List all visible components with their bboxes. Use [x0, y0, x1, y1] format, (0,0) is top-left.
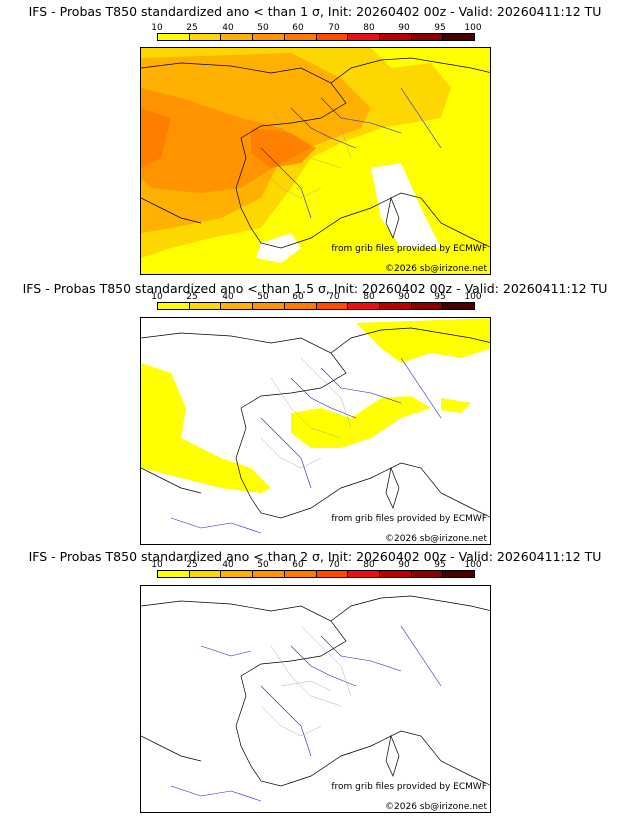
scale-label: 10	[151, 23, 163, 33]
scale-label: 40	[222, 560, 234, 570]
scale-swatch	[411, 303, 444, 309]
scale-label: 100	[464, 292, 482, 302]
scale-swatch	[443, 571, 475, 577]
map-graphic-2	[141, 318, 490, 534]
scale-label: 60	[292, 560, 304, 570]
map-panel-1: from grib files provided by ECMWF ©2026 …	[140, 47, 491, 275]
credit-source-1: from grib files provided by ECMWF	[331, 244, 487, 254]
scale-label: 70	[328, 560, 340, 570]
scale-swatch	[316, 34, 349, 40]
scale-label: 25	[186, 560, 198, 570]
scale-swatch	[221, 571, 254, 577]
scale-swatch	[189, 303, 222, 309]
scale-label: 70	[328, 292, 340, 302]
scale-bar	[157, 33, 475, 41]
scale-labels: 10 25 40 50 60 70 80 90 95 100	[151, 560, 481, 570]
scale-label: 70	[328, 23, 340, 33]
credit-source-3: from grib files provided by ECMWF	[331, 782, 487, 792]
scale-label: 80	[363, 292, 375, 302]
scale-label: 100	[464, 23, 482, 33]
color-scale-1: 10 25 40 50 60 70 80 90 95 100	[151, 23, 482, 41]
scale-label: 10	[151, 292, 163, 302]
scale-swatch	[158, 303, 190, 309]
map-title-2: IFS - Probas T850 standardized ano < tha…	[22, 281, 608, 296]
scale-swatch	[379, 303, 412, 309]
scale-label: 80	[363, 23, 375, 33]
scale-swatch	[443, 34, 475, 40]
scale-swatch	[253, 303, 285, 309]
scale-swatch	[348, 34, 380, 40]
scale-label: 25	[186, 292, 198, 302]
scale-swatch	[253, 571, 285, 577]
scale-label: 80	[363, 560, 375, 570]
scale-swatch	[253, 34, 285, 40]
map-panel-2: from grib files provided by ECMWF ©2026 …	[140, 317, 491, 545]
scale-swatch	[221, 34, 254, 40]
scale-label: 50	[257, 292, 269, 302]
credit-source-2: from grib files provided by ECMWF	[331, 514, 487, 524]
scale-swatch	[348, 303, 380, 309]
scale-label: 90	[398, 23, 410, 33]
scale-labels: 10 25 40 50 60 70 80 90 95 100	[151, 292, 481, 302]
scale-bar	[157, 302, 475, 310]
scale-labels: 10 25 40 50 60 70 80 90 95 100	[151, 23, 481, 33]
scale-label: 95	[434, 23, 446, 33]
scale-label: 50	[257, 23, 269, 33]
scale-swatch	[348, 571, 380, 577]
scale-label: 60	[292, 23, 304, 33]
credit-copyright-3: ©2026 sb@irizone.net	[385, 802, 487, 812]
scale-bar	[157, 570, 475, 578]
scale-swatch	[221, 303, 254, 309]
scale-swatch	[284, 34, 317, 40]
scale-label: 95	[434, 292, 446, 302]
scale-swatch	[443, 303, 475, 309]
scale-label: 95	[434, 560, 446, 570]
map-graphic-3	[141, 595, 490, 802]
scale-label: 50	[257, 560, 269, 570]
scale-swatch	[379, 571, 412, 577]
map-graphic-1	[141, 48, 490, 274]
scale-swatch	[284, 571, 317, 577]
scale-label: 90	[398, 292, 410, 302]
scale-swatch	[379, 34, 412, 40]
scale-swatch	[189, 571, 222, 577]
scale-label: 90	[398, 560, 410, 570]
credit-copyright-2: ©2026 sb@irizone.net	[385, 534, 487, 544]
color-scale-3: 10 25 40 50 60 70 80 90 95 100	[151, 560, 482, 578]
scale-label: 60	[292, 292, 304, 302]
scale-swatch	[158, 571, 190, 577]
scale-label: 10	[151, 560, 163, 570]
scale-swatch	[316, 571, 349, 577]
map-title-3: IFS - Probas T850 standardized ano < tha…	[28, 549, 602, 564]
scale-label: 40	[222, 23, 234, 33]
credit-copyright-1: ©2026 sb@irizone.net	[385, 264, 487, 274]
scale-swatch	[411, 571, 444, 577]
scale-swatch	[316, 303, 349, 309]
color-scale-2: 10 25 40 50 60 70 80 90 95 100	[151, 292, 482, 310]
scale-label: 40	[222, 292, 234, 302]
map-title-1: IFS - Probas T850 standardized ano < tha…	[28, 4, 602, 19]
scale-label: 25	[186, 23, 198, 33]
scale-swatch	[189, 34, 222, 40]
scale-swatch	[411, 34, 444, 40]
scale-swatch	[284, 303, 317, 309]
scale-label: 100	[464, 560, 482, 570]
map-panel-3: from grib files provided by ECMWF ©2026 …	[140, 585, 491, 813]
scale-swatch	[158, 34, 190, 40]
